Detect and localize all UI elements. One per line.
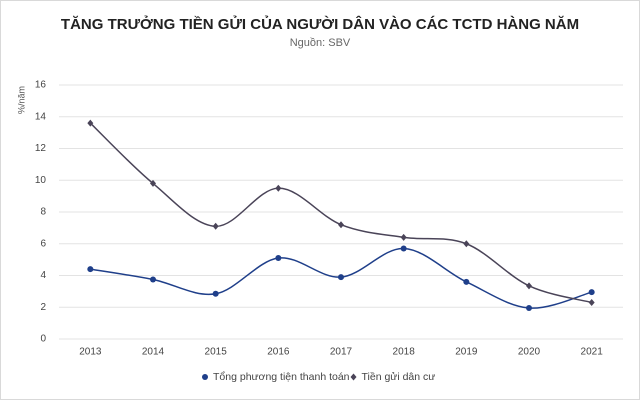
point xyxy=(338,274,344,281)
y-tick-label: 14 xyxy=(35,111,47,122)
y-tick-label: 12 xyxy=(35,143,47,154)
x-tick-label: 2018 xyxy=(393,347,416,358)
x-tick-label: 2020 xyxy=(518,347,541,358)
x-tick-label: 2013 xyxy=(79,347,102,358)
x-tick-label: 2021 xyxy=(581,347,604,358)
point xyxy=(150,276,156,283)
point xyxy=(338,221,344,229)
y-tick-label: 4 xyxy=(40,270,46,281)
point xyxy=(212,290,219,297)
point xyxy=(588,289,595,296)
point xyxy=(275,255,282,262)
legend-label: Tiền gửi dân cư xyxy=(362,371,436,383)
chart-subtitle: Nguồn: SBV xyxy=(290,37,351,49)
x-tick-label: 2014 xyxy=(142,347,165,358)
x-tick-label: 2017 xyxy=(330,347,353,358)
legend-marker xyxy=(350,373,357,381)
point xyxy=(526,282,532,290)
y-tick-label: 16 xyxy=(35,80,47,91)
x-tick-label: 2015 xyxy=(205,347,228,358)
point xyxy=(87,266,94,273)
y-tick-label: 6 xyxy=(40,238,46,249)
x-tick-label: 2019 xyxy=(455,347,478,358)
point xyxy=(400,245,407,252)
y-tick-label: 8 xyxy=(40,207,46,218)
y-tick-label: 10 xyxy=(35,175,47,186)
point xyxy=(588,298,595,306)
y-axis-label: %/năm xyxy=(16,86,26,114)
x-tick-label: 2016 xyxy=(267,347,290,358)
point xyxy=(150,179,156,187)
point xyxy=(463,240,470,248)
legend-marker xyxy=(202,374,208,380)
point xyxy=(400,233,407,241)
point xyxy=(212,222,219,230)
point xyxy=(463,278,470,285)
point xyxy=(275,184,282,192)
legend-label: Tổng phương tiện thanh toán xyxy=(213,371,350,383)
point xyxy=(87,119,94,127)
chart-title: TĂNG TRƯỞNG TIỀN GỬI CỦA NGƯỜI DÂN VÀO C… xyxy=(61,15,579,33)
y-tick-label: 2 xyxy=(40,302,46,313)
point xyxy=(526,305,532,312)
y-tick-label: 0 xyxy=(40,334,46,345)
